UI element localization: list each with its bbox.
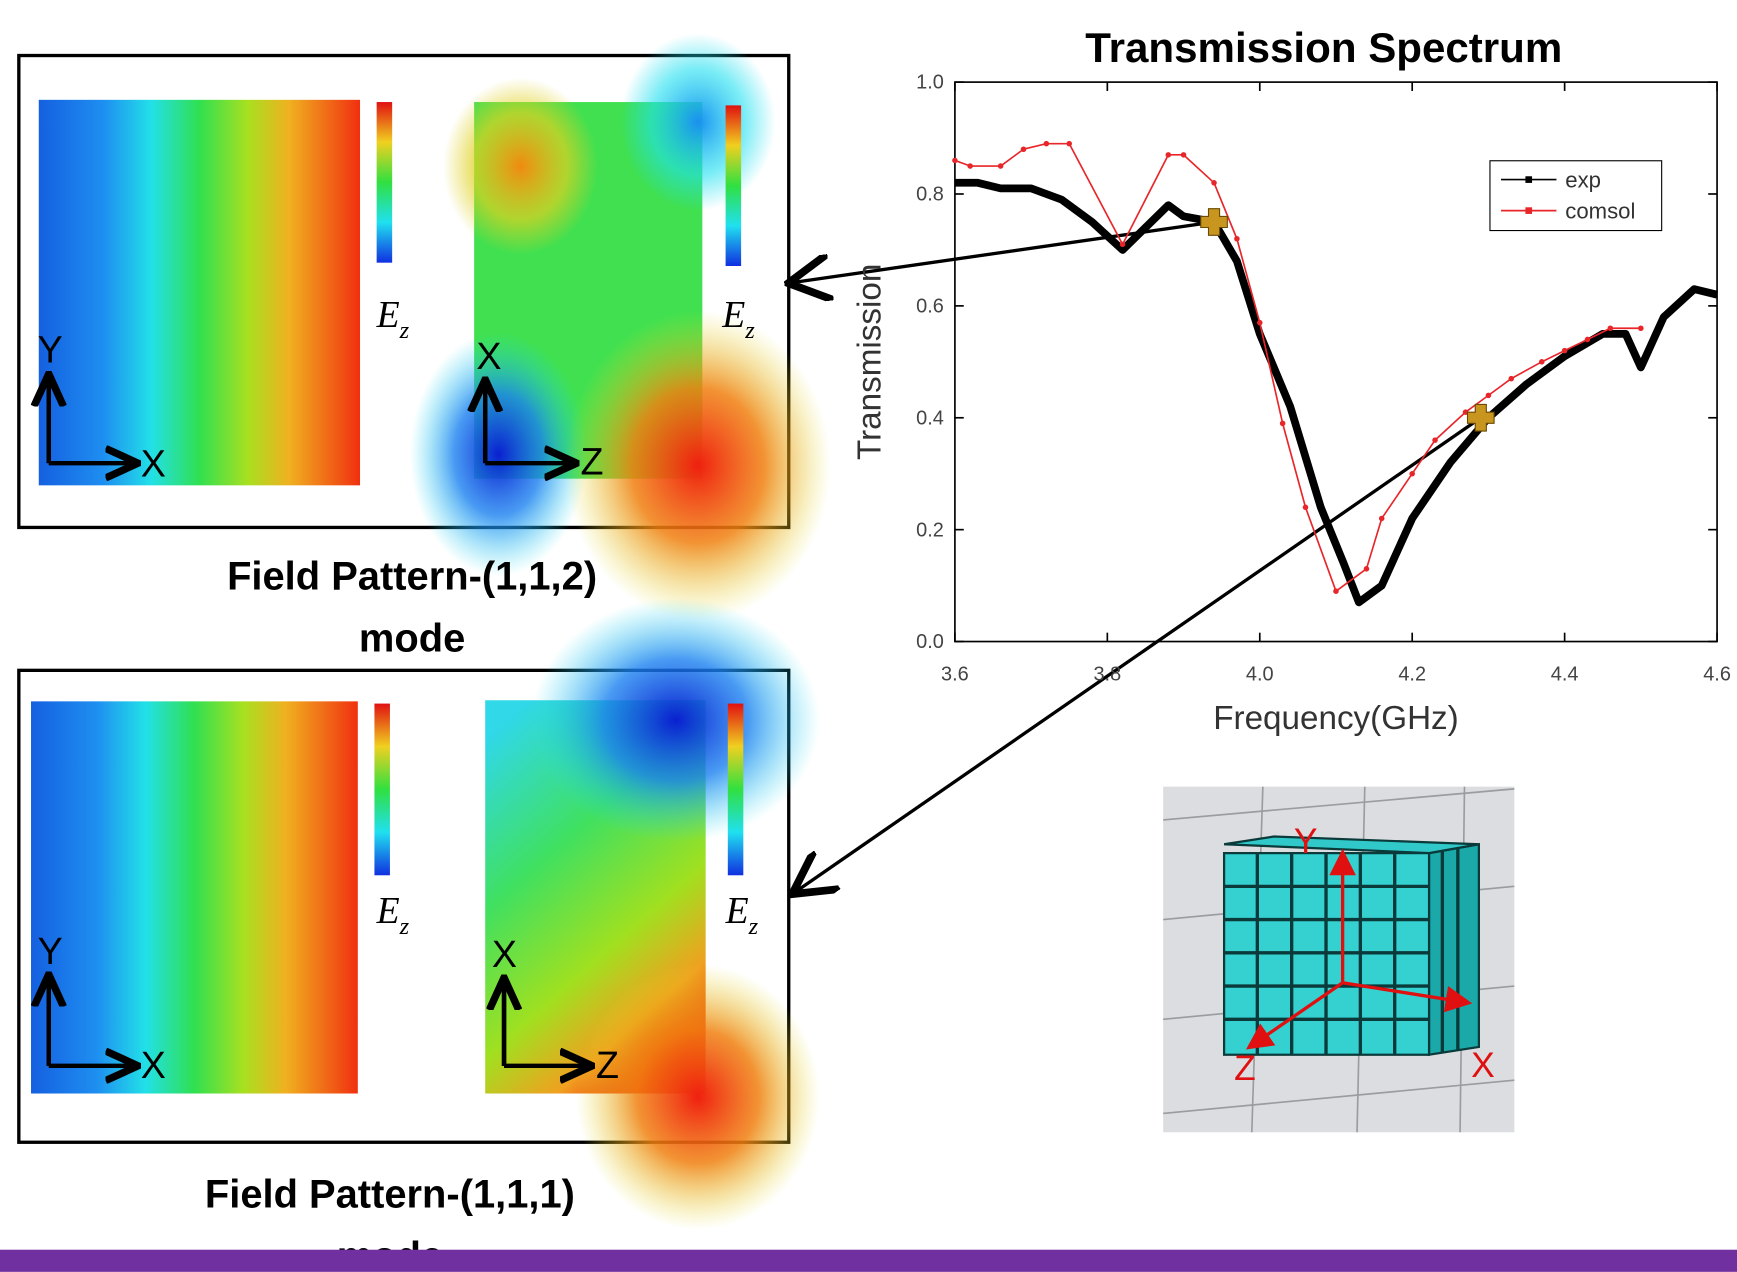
field-blob [620,33,775,210]
series-point [1608,325,1614,331]
legend-swatch [1525,176,1532,183]
series-point [1021,146,1027,152]
series-point [1257,320,1263,326]
series-point [1379,516,1385,522]
model-side [1429,844,1479,1054]
series-point [1409,471,1415,477]
axis-label: X [492,933,517,975]
series-point [1638,325,1644,331]
series-point [1066,141,1072,147]
field-subscript: z [744,317,755,344]
colorbar [374,704,390,876]
legend-swatch [1525,207,1532,214]
series-point [998,163,1004,169]
series-point [1333,588,1339,594]
series-point [1234,236,1240,242]
y-tick-label: 0.0 [916,631,944,653]
model-image: Y X Z [1163,787,1514,1133]
series-point [1585,337,1591,343]
x-tick-label: 3.6 [941,663,969,685]
x-tick-label: 4.6 [1703,663,1731,685]
series-point [967,163,973,169]
series-point [1432,437,1438,443]
field-blob [532,598,820,842]
panel-caption: Field Pattern-(1,1,2) [227,554,597,598]
series-point [1166,152,1172,158]
series-line [955,183,1717,603]
field-symbol: E [376,294,400,336]
field-subscript: z [399,913,410,940]
series-point [1181,152,1187,158]
y-tick-label: 0.6 [916,296,944,318]
axis-label: Y [38,930,63,972]
axis-label: Z [596,1044,619,1086]
series-point [1303,505,1309,511]
y-tick-label: 0.2 [916,519,944,541]
series-point [1044,141,1050,147]
axis-label: Z [580,440,603,482]
x-tick-label: 4.4 [1551,663,1579,685]
field-blob [443,78,598,255]
panel-caption: mode [359,617,465,661]
field-map [39,100,360,486]
colorbar [726,105,742,266]
field-subscript: z [399,317,410,344]
series-point [1280,421,1286,427]
field-map [31,701,358,1093]
axis-label: X [141,442,166,484]
series-point [1486,393,1492,399]
model-axis-label: Z [1234,1048,1256,1088]
panel-caption: Field Pattern-(1,1,1) [205,1173,575,1217]
footer-bar [0,1250,1737,1272]
series-point [1539,359,1545,365]
axis-label: Y [38,328,63,370]
field-blob [565,310,831,620]
series-point [952,158,958,164]
y-axis-label: Transmission [852,264,889,460]
y-tick-label: 0.4 [916,407,944,429]
slide: Y X X Z Y X X Z Ez Ez Ez Ez Field Patter… [0,0,1737,1272]
y-tick-label: 0.8 [916,184,944,206]
legend-label: exp [1565,167,1601,192]
series-point [1120,242,1126,248]
y-tick-label: 1.0 [916,72,944,94]
colorbar [377,102,393,263]
x-tick-label: 3.8 [1093,663,1121,685]
series-point [1211,180,1217,186]
series-point [1562,348,1568,354]
x-tick-label: 4.2 [1398,663,1426,685]
field-subscript: z [748,913,759,940]
axis-label: X [476,335,501,377]
x-tick-label: 4.0 [1246,663,1274,685]
chart: Transmission Spectrum Frequency(GHz) Trans… [792,24,1731,892]
page: {"chart_data": {"type": "line", "title":… [0,0,1737,1272]
chart-title: Transmission Spectrum [1085,24,1562,71]
colorbar [728,704,744,876]
field-symbol: E [376,890,400,932]
field-symbol: E [721,294,745,336]
series-point [1509,376,1515,382]
model-axis-label: X [1471,1045,1495,1085]
x-axis-label: Frequency(GHz) [1213,700,1459,737]
field-symbol: E [725,890,749,932]
field-blob [576,964,820,1230]
axis-label: X [141,1044,166,1086]
legend-label: comsol [1565,198,1635,223]
series-point [1364,566,1370,572]
model-axis-label: Y [1294,821,1318,861]
